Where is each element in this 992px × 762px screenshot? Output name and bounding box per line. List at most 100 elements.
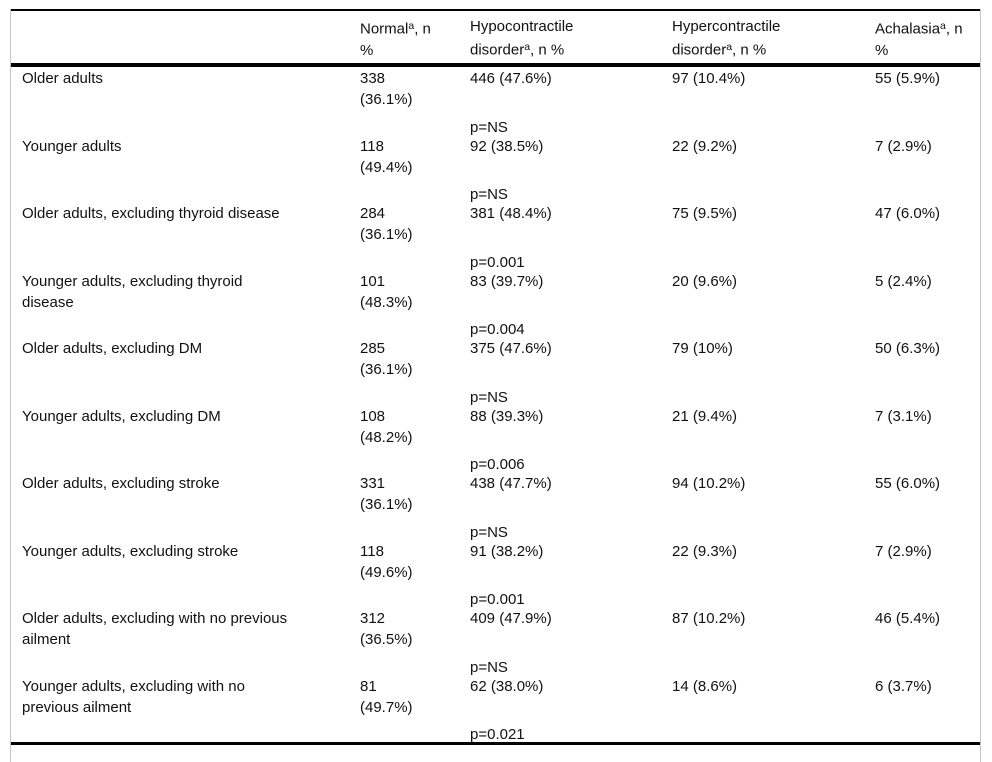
- normal-count: 81: [360, 677, 377, 695]
- normal-percent: (36.1%): [360, 361, 413, 378]
- header-label-text: Hypercontractile: [672, 18, 781, 35]
- cell-value: 88 (39.3%): [470, 407, 544, 425]
- p-value: p=0.001: [470, 253, 525, 271]
- row-label-line: Younger adults, excluding stroke: [22, 542, 239, 560]
- hypercontractile-cell: 22 (9.3%): [672, 539, 875, 607]
- table-row: Younger adults, excluding stroke 118 (49.6…: [11, 539, 980, 609]
- row-label-line: Older adults, excluding stroke: [22, 475, 220, 492]
- cell-value: 14 (8.6%): [672, 677, 738, 695]
- normal-count: 118: [360, 542, 384, 560]
- cell-value: 7 (3.1%): [875, 407, 932, 425]
- row-label-line: Younger adults, excluding thyroid: [22, 272, 243, 290]
- achalasia-cell: 7 (3.1%): [875, 404, 980, 472]
- cell-value: 409 (47.9%): [470, 610, 552, 627]
- table-body: Older adults 338 (36.1%) 446 (47.6%) 97 (10.…: [11, 67, 980, 743]
- cell-value: 22 (9.3%): [672, 542, 738, 560]
- header-label-text: %: [875, 41, 889, 59]
- table-bottom-rule: [11, 741, 980, 745]
- cell-value: 50 (6.3%): [875, 340, 941, 357]
- superscript-footnote-marker: a: [524, 41, 531, 53]
- p-value: p=NS: [470, 186, 508, 203]
- table-top-rule: [11, 9, 980, 11]
- row-label-line: Younger adults: [22, 137, 122, 155]
- p-value: p=0.021: [470, 726, 525, 743]
- hypocontractile-cell: 446 (47.6%): [470, 67, 672, 135]
- hypocontractile-cell: 375 (47.6%): [470, 337, 672, 405]
- row-label-cell: Younger adults, excluding thyroid disease: [11, 269, 360, 337]
- p-value: p=NS: [470, 523, 508, 541]
- cell-value: 375 (47.6%): [470, 340, 552, 357]
- row-label-line: disease: [22, 293, 74, 311]
- row-label-cell: Younger adults, excluding DM: [11, 404, 360, 472]
- hypercontractile-cell: 97 (10.4%): [672, 67, 875, 135]
- hypercontractile-cell: 22 (9.2%): [672, 134, 875, 202]
- hypercontractile-cell: 20 (9.6%): [672, 269, 875, 337]
- header-cell-normal: Normala, n%: [360, 16, 470, 61]
- cell-value: 22 (9.2%): [672, 137, 738, 155]
- cell-value: 62 (38.0%): [470, 677, 544, 695]
- cell-value: 92 (38.5%): [470, 137, 544, 155]
- header-label-text: , n %: [530, 41, 565, 59]
- table-row: Older adults, excluding stroke 331 (36.1%)…: [11, 472, 980, 541]
- hypocontractile-cell: 62 (38.0%): [470, 674, 672, 742]
- normal-cell: 331 (36.1%): [360, 472, 470, 540]
- header-label-text: Hypocontractile: [470, 18, 574, 35]
- header-label-text: , n: [945, 20, 963, 38]
- cell-value: 21 (9.4%): [672, 407, 738, 425]
- table-row: Younger adults, excluding DM 108 (48.2%) 88…: [11, 404, 980, 474]
- normal-cell: 81 (49.7%): [360, 674, 470, 742]
- cell-value: 47 (6.0%): [875, 205, 941, 222]
- row-label-line: Older adults, excluding DM: [22, 340, 203, 357]
- superscript-footnote-marker: a: [408, 20, 415, 32]
- row-label-cell: Younger adults, excluding with no previou…: [11, 674, 360, 742]
- row-label-line: ailment: [22, 631, 71, 648]
- normal-count: 331: [360, 475, 386, 492]
- cell-value: 97 (10.4%): [672, 70, 746, 87]
- cell-value: 7 (2.9%): [875, 542, 932, 560]
- cell-value: 79 (10%): [672, 340, 733, 357]
- normal-percent: (36.1%): [360, 91, 413, 108]
- header-cell-hypocontractile: Hypocontractile disordera, n %: [470, 16, 672, 61]
- superscript-footnote-marker: a: [940, 20, 946, 32]
- cell-value: 446 (47.6%): [470, 70, 552, 87]
- header-label-text: , n: [414, 20, 431, 38]
- p-value: p=0.006: [470, 456, 525, 473]
- hypocontractile-cell: 83 (39.7%): [470, 269, 672, 337]
- row-label-cell: Older adults: [11, 67, 360, 135]
- hypocontractile-cell: 409 (47.9%): [470, 607, 672, 675]
- hypocontractile-cell: 438 (47.7%): [470, 472, 672, 540]
- hypercontractile-cell: 94 (10.2%): [672, 472, 875, 540]
- header-label-line: Hypercontractile: [672, 16, 867, 37]
- normal-count: 284: [360, 205, 386, 222]
- normal-percent: (36.5%): [360, 631, 413, 648]
- header-label-line: Hypocontractile: [470, 16, 664, 37]
- hypercontractile-cell: 79 (10%): [672, 337, 875, 405]
- header-cell-achalasia: Achalasiaa, n%: [875, 16, 980, 61]
- header-label-line: Achalasiaa, n: [875, 16, 972, 40]
- hypercontractile-cell: 21 (9.4%): [672, 404, 875, 472]
- p-value: p=NS: [470, 388, 508, 406]
- normal-cell: 312 (36.5%): [360, 607, 470, 675]
- cell-value: 438 (47.7%): [470, 475, 552, 492]
- normal-cell: 285 (36.1%): [360, 337, 470, 405]
- normal-cell: 118 (49.6%): [360, 539, 470, 607]
- achalasia-cell: 47 (6.0%): [875, 202, 980, 270]
- header-label-text: , n %: [732, 41, 767, 59]
- header-label-text: Normal: [360, 20, 409, 38]
- row-label-cell: Older adults, excluding with no previous…: [11, 607, 360, 675]
- row-label-line: Older adults, excluding thyroid disease: [22, 205, 280, 222]
- normal-count: 118: [360, 137, 384, 155]
- cell-value: 20 (9.6%): [672, 272, 738, 290]
- normal-cell: 118 (49.4%): [360, 134, 470, 202]
- hypocontractile-cell: 92 (38.5%): [470, 134, 672, 202]
- cell-value: 6 (3.7%): [875, 677, 932, 695]
- achalasia-cell: 50 (6.3%): [875, 337, 980, 405]
- hypercontractile-cell: 14 (8.6%): [672, 674, 875, 742]
- header-label-text: %: [360, 41, 374, 59]
- table-row: Younger adults 118 (49.4%) 92 (38.5%) 22 (9.…: [11, 134, 980, 204]
- header-label-line: %: [360, 40, 462, 61]
- cell-value: 87 (10.2%): [672, 610, 746, 627]
- hypocontractile-cell: 91 (38.2%): [470, 539, 672, 607]
- header-cell-row-labels: [11, 16, 360, 61]
- table-header-rule: [11, 62, 980, 67]
